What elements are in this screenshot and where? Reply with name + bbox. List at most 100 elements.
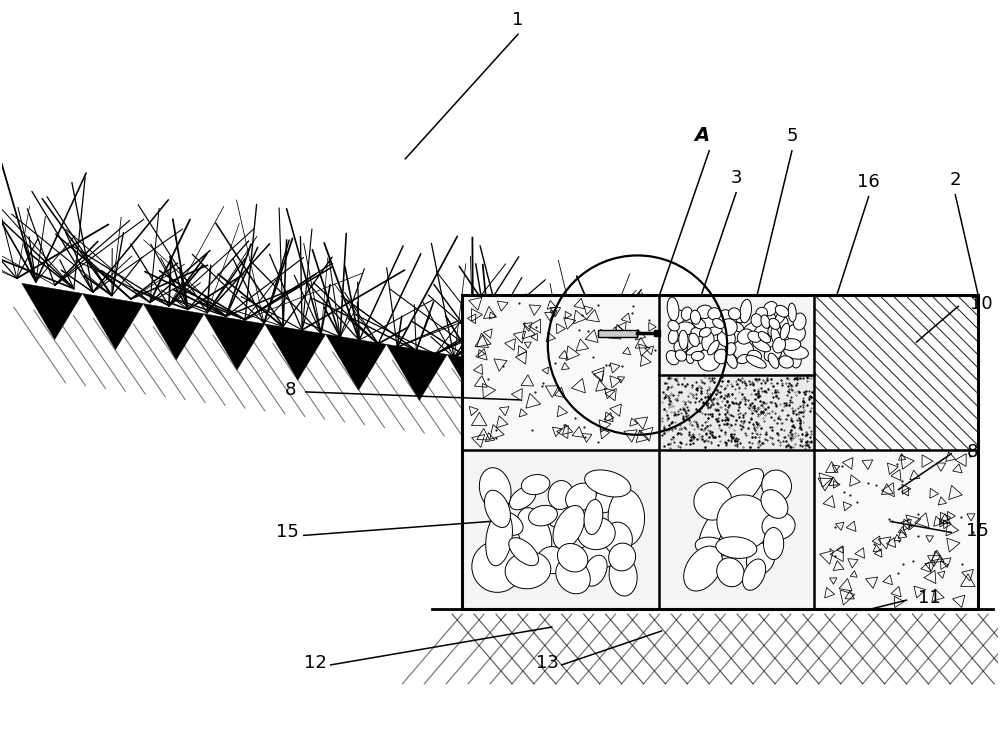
Ellipse shape bbox=[746, 543, 775, 575]
Polygon shape bbox=[265, 324, 326, 380]
Ellipse shape bbox=[717, 329, 735, 347]
Ellipse shape bbox=[697, 305, 713, 319]
Ellipse shape bbox=[708, 340, 719, 355]
Ellipse shape bbox=[764, 309, 776, 321]
Text: 11: 11 bbox=[918, 589, 941, 607]
Ellipse shape bbox=[763, 528, 784, 559]
Ellipse shape bbox=[537, 547, 567, 574]
Ellipse shape bbox=[472, 542, 522, 592]
Ellipse shape bbox=[686, 342, 709, 355]
Polygon shape bbox=[447, 354, 508, 411]
Bar bbox=[814, 450, 978, 609]
Ellipse shape bbox=[792, 354, 801, 368]
Ellipse shape bbox=[681, 307, 692, 320]
Ellipse shape bbox=[746, 355, 766, 368]
Ellipse shape bbox=[733, 322, 744, 332]
Ellipse shape bbox=[721, 469, 764, 511]
Ellipse shape bbox=[725, 343, 736, 355]
Text: 13: 13 bbox=[536, 654, 559, 672]
Ellipse shape bbox=[775, 312, 785, 324]
Polygon shape bbox=[143, 304, 204, 360]
Ellipse shape bbox=[780, 317, 788, 330]
Ellipse shape bbox=[594, 486, 620, 513]
Ellipse shape bbox=[717, 558, 744, 587]
Ellipse shape bbox=[758, 331, 771, 343]
Ellipse shape bbox=[737, 329, 753, 344]
Text: 16: 16 bbox=[857, 172, 880, 191]
Polygon shape bbox=[326, 334, 386, 390]
Ellipse shape bbox=[698, 348, 720, 371]
Ellipse shape bbox=[751, 314, 762, 327]
Ellipse shape bbox=[668, 329, 678, 344]
Ellipse shape bbox=[674, 340, 688, 354]
Ellipse shape bbox=[748, 331, 761, 343]
Ellipse shape bbox=[679, 331, 688, 349]
Ellipse shape bbox=[716, 536, 757, 559]
Ellipse shape bbox=[608, 489, 645, 546]
Ellipse shape bbox=[773, 337, 785, 353]
Polygon shape bbox=[508, 365, 569, 421]
Ellipse shape bbox=[484, 490, 510, 528]
Ellipse shape bbox=[714, 349, 729, 364]
Ellipse shape bbox=[690, 310, 700, 324]
Text: 8: 8 bbox=[966, 443, 978, 461]
Ellipse shape bbox=[701, 314, 717, 331]
Ellipse shape bbox=[585, 470, 631, 497]
Ellipse shape bbox=[762, 512, 795, 539]
Polygon shape bbox=[22, 283, 83, 340]
Ellipse shape bbox=[673, 322, 694, 336]
Ellipse shape bbox=[721, 319, 737, 335]
Text: 15: 15 bbox=[276, 523, 299, 542]
Ellipse shape bbox=[517, 507, 552, 558]
Ellipse shape bbox=[577, 517, 615, 550]
Bar bbox=[659, 295, 814, 375]
Ellipse shape bbox=[768, 325, 781, 337]
Text: 12: 12 bbox=[304, 654, 327, 672]
Ellipse shape bbox=[769, 318, 780, 329]
Bar bbox=[659, 450, 814, 609]
Text: 15: 15 bbox=[966, 522, 989, 540]
Ellipse shape bbox=[713, 319, 724, 328]
Ellipse shape bbox=[689, 333, 699, 346]
Ellipse shape bbox=[737, 354, 750, 363]
Ellipse shape bbox=[509, 538, 539, 565]
Ellipse shape bbox=[761, 490, 788, 519]
Bar bbox=[598, 330, 637, 337]
Ellipse shape bbox=[584, 499, 603, 534]
Ellipse shape bbox=[782, 339, 801, 351]
Bar bbox=[814, 295, 978, 450]
Ellipse shape bbox=[742, 322, 757, 337]
Ellipse shape bbox=[740, 299, 752, 322]
Ellipse shape bbox=[529, 505, 557, 526]
Ellipse shape bbox=[556, 558, 590, 594]
Ellipse shape bbox=[699, 328, 711, 337]
Ellipse shape bbox=[784, 345, 808, 359]
Ellipse shape bbox=[609, 555, 637, 596]
Ellipse shape bbox=[743, 559, 766, 590]
Text: 8: 8 bbox=[285, 381, 296, 399]
Ellipse shape bbox=[548, 481, 573, 510]
Ellipse shape bbox=[691, 351, 704, 360]
Text: A: A bbox=[695, 126, 710, 145]
Ellipse shape bbox=[604, 522, 632, 555]
Ellipse shape bbox=[706, 327, 722, 335]
Ellipse shape bbox=[549, 496, 580, 527]
Ellipse shape bbox=[718, 310, 731, 324]
Ellipse shape bbox=[668, 320, 679, 331]
Text: 2: 2 bbox=[950, 171, 961, 189]
Ellipse shape bbox=[695, 537, 729, 557]
Ellipse shape bbox=[780, 323, 790, 340]
Ellipse shape bbox=[736, 314, 750, 322]
Ellipse shape bbox=[510, 487, 536, 510]
Ellipse shape bbox=[702, 332, 714, 351]
Ellipse shape bbox=[733, 340, 754, 360]
Ellipse shape bbox=[584, 555, 607, 586]
Ellipse shape bbox=[574, 544, 619, 569]
Bar bbox=[462, 450, 659, 609]
Ellipse shape bbox=[684, 546, 722, 591]
Ellipse shape bbox=[675, 350, 687, 361]
Ellipse shape bbox=[756, 308, 768, 319]
Ellipse shape bbox=[726, 353, 737, 369]
Ellipse shape bbox=[764, 346, 782, 362]
Ellipse shape bbox=[698, 509, 726, 554]
